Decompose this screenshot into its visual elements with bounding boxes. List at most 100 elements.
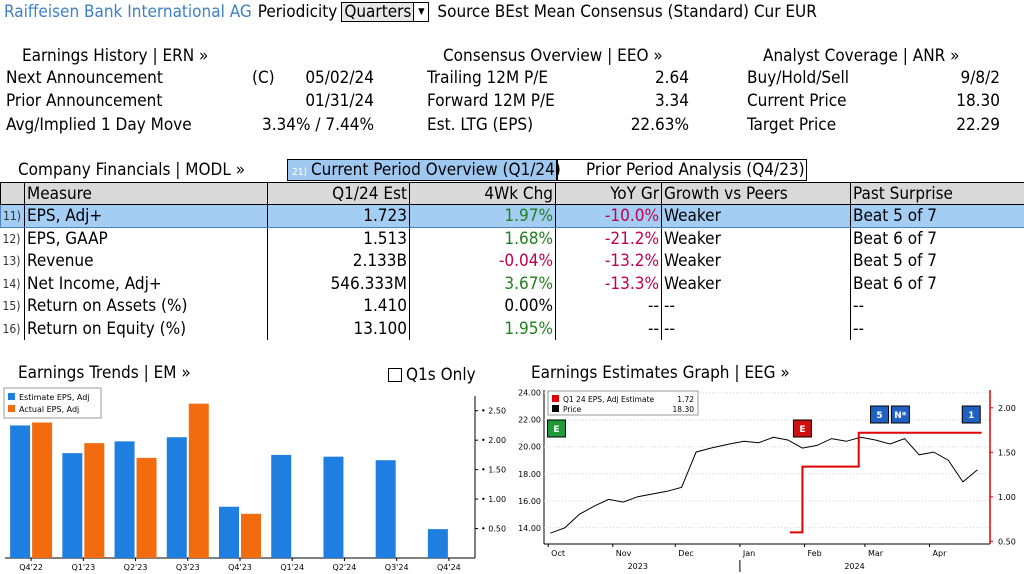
legend-box	[547, 390, 699, 416]
event-marker-label: 5	[876, 411, 882, 421]
bar-estimate	[166, 437, 187, 558]
company-financials-title[interactable]: Company Financials | MODL »	[18, 160, 246, 180]
earnings-estimates-title[interactable]: Earnings Estimates Graph | EEG »	[531, 363, 790, 383]
q1s-only-checkbox[interactable]: Q1s Only	[388, 365, 476, 385]
tab-current-period[interactable]: 21) Current Period Overview (Q1/24)	[287, 159, 561, 181]
x-tick-label: Q3'23	[176, 563, 200, 572]
checkbox-box[interactable]	[388, 368, 402, 382]
legend-swatch	[8, 393, 15, 400]
growth-vs-peers-cell: Weaker	[661, 227, 851, 250]
event-marker: E	[792, 419, 812, 438]
x-tick-label: Q1'23	[71, 563, 95, 572]
column-header[interactable]: Growth vs Peers	[661, 182, 851, 205]
right-tick-label: 1.50	[998, 448, 1016, 457]
legend-label: Price	[563, 405, 582, 414]
top-bar: Raiffeisen Bank International AG Periodi…	[0, 0, 1024, 24]
event-marker-label: N*	[894, 411, 907, 421]
event-marker: N*	[890, 405, 910, 424]
event-marker-box	[792, 419, 812, 438]
x-month-label: Apr	[933, 549, 948, 558]
y-tick-label: • 2.00	[481, 436, 506, 445]
column-header[interactable]: Past Surprise	[850, 182, 1024, 205]
x-year-label: 2023	[628, 562, 648, 571]
legend-label: Actual EPS, Adj	[19, 405, 79, 414]
event-marker-box	[890, 405, 910, 424]
y-tick-label: • 0.50	[481, 525, 506, 534]
tab-prior-period[interactable]: Prior Period Analysis (Q4/23)	[557, 159, 807, 181]
estimate-cell: 1.513	[267, 227, 410, 250]
measure-cell: Revenue	[24, 249, 268, 273]
column-header[interactable]: 4Wk Chg	[409, 182, 556, 205]
row-value: 9/8/2	[960, 68, 1001, 88]
x-tick-label: Q2'23	[124, 563, 148, 572]
measure-cell: Return on Assets (%)	[24, 294, 268, 318]
four-week-change-cell: 1.95%	[409, 317, 556, 341]
row-number: 14)	[2, 276, 21, 291]
row-value: 2.64	[654, 68, 689, 88]
table-row[interactable]: 11) EPS, Adj+ 1.723 1.97% -10.0% Weaker Beat 5…	[0, 204, 1024, 228]
x-tick-label: Q4'23	[228, 563, 252, 572]
consensus-overview-title[interactable]: Consensus Overview | EEO »	[443, 46, 663, 66]
row-value: 22.63%	[630, 115, 689, 135]
legend-value: 1.72	[677, 395, 694, 404]
event-marker: E	[547, 419, 567, 438]
row-number: 12)	[2, 231, 21, 246]
left-tick-label: 22.00	[518, 416, 541, 425]
right-tick-label: 0.50	[998, 537, 1016, 546]
four-week-change-cell: 3.67%	[409, 272, 556, 295]
event-marker: 5	[870, 405, 890, 424]
table-row[interactable]: 16) Return on Equity (%) 13.100 1.95% -- -- --	[1, 317, 1024, 341]
yoy-growth-cell: --	[555, 317, 662, 341]
row-number: 11)	[0, 204, 25, 228]
row-label: Est. LTG (EPS)	[427, 115, 534, 135]
table-row[interactable]: 13) Revenue 2.133B -0.04% -13.2% Weaker Beat 5…	[1, 249, 1024, 273]
earnings-trends-title[interactable]: Earnings Trends | EM »	[18, 363, 191, 383]
tab-label: Prior Period Analysis (Q4/23)	[586, 160, 805, 180]
legend-label: Q1 24 EPS, Adj Estimate	[563, 395, 655, 404]
earnings-estimates-chart: 14.00 16.00 18.00 20.00 22.00 24.00 0.50 1.00 1.…	[518, 389, 1016, 572]
tab-label: Current Period Overview (Q1/24)	[310, 160, 561, 180]
x-year-label: 2024	[844, 562, 864, 571]
column-header[interactable]: Q1/24 Est	[267, 182, 410, 205]
table-row[interactable]: 12) EPS, GAAP 1.513 1.68% -21.2% Weaker Beat 6…	[1, 227, 1024, 250]
financials-table: Measure Q1/24 Est 4Wk Chg YoY Gr Growth …	[0, 182, 1024, 341]
analyst-coverage-title[interactable]: Analyst Coverage | ANR »	[763, 46, 960, 66]
periodicity-select[interactable]: Quarters ▼	[341, 2, 430, 22]
growth-vs-peers-cell: Weaker	[661, 204, 851, 228]
four-week-change-cell: -0.04%	[409, 249, 556, 273]
past-surprise-cell: --	[850, 317, 1024, 341]
company-name[interactable]: Raiffeisen Bank International AG	[4, 2, 252, 22]
estimate-line	[789, 431, 982, 534]
measure-cell: EPS, Adj+	[24, 204, 268, 228]
growth-vs-peers-cell: --	[661, 317, 851, 341]
past-surprise-cell: Beat 5 of 7	[850, 249, 1024, 273]
column-header[interactable]: Measure	[24, 182, 268, 205]
bar-estimate	[323, 456, 344, 558]
table-header-row: Measure Q1/24 Est 4Wk Chg YoY Gr Growth …	[0, 182, 1024, 205]
y-tick-label: • 1.00	[481, 495, 506, 504]
row-number: 15)	[2, 299, 21, 314]
periodicity-value[interactable]: Quarters	[342, 3, 415, 21]
y-tick-label: • 1.50	[481, 466, 506, 475]
row-label: Target Price	[747, 115, 837, 135]
dropdown-arrow-icon[interactable]: ▼	[418, 7, 425, 17]
earnings-history-title[interactable]: Earnings History | ERN »	[22, 46, 209, 66]
bar-actual	[84, 443, 105, 558]
x-tick-label: Q4'24	[437, 563, 461, 572]
measure-cell: Return on Equity (%)	[24, 317, 268, 341]
past-surprise-cell: Beat 6 of 7	[850, 272, 1024, 295]
table-row[interactable]: 15) Return on Assets (%) 1.410 0.00% -- -- --	[1, 294, 1024, 318]
legend-value: 18.30	[673, 405, 695, 414]
row-value: 01/31/24	[305, 91, 374, 111]
chart-legend: Estimate EPS, Adj Actual EPS, Adj	[3, 387, 102, 419]
table-row[interactable]: 14) Net Income, Adj+ 546.333M 3.67% -13.3% We…	[1, 272, 1024, 295]
periodicity-label: Periodicity	[257, 2, 338, 22]
row-label: Current Price	[747, 91, 847, 111]
bar-estimate	[427, 529, 448, 558]
measure-cell: Net Income, Adj+	[24, 272, 268, 295]
earnings-trends-chart: • 0.50 • 1.00 • 1.50 • 2.00 • 2.50 Q4'22 Q1'23…	[3, 387, 506, 572]
row-label: Forward 12M P/E	[427, 91, 555, 111]
column-header[interactable]: YoY Gr	[555, 182, 662, 205]
row-value: 3.34% / 7.44%	[261, 115, 374, 135]
bar-estimate	[271, 454, 292, 558]
